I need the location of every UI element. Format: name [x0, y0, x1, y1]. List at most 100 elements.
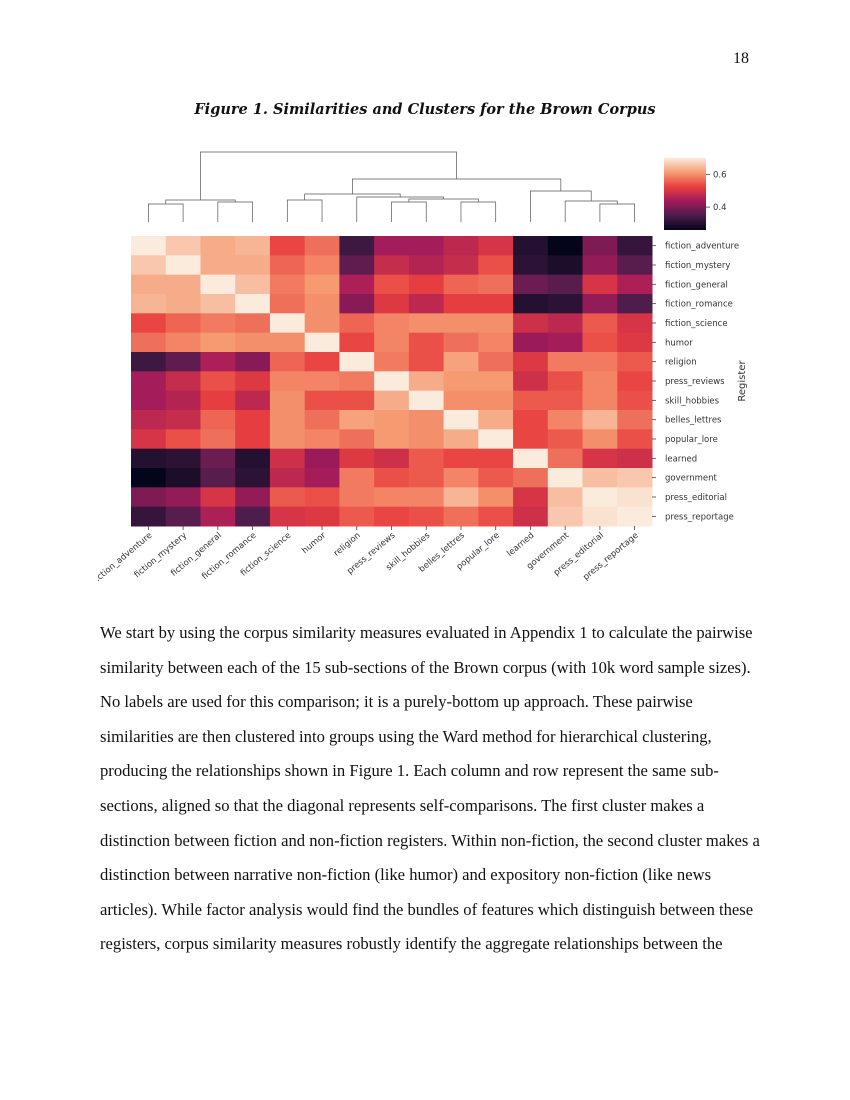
heatmap-cell: [513, 487, 549, 508]
heatmap-cell: [200, 274, 236, 295]
body-text-line: distinction between fiction and non-fict…: [100, 830, 760, 850]
dendrogram: [148, 151, 635, 222]
heatmap-cell: [374, 236, 410, 256]
heatmap-cell: [513, 332, 549, 353]
heatmap-cell: [374, 429, 410, 450]
heatmap-cell: [408, 332, 445, 353]
heatmap-cell: [235, 468, 271, 488]
heatmap-cell: [200, 352, 236, 372]
heatmap-cell: [513, 352, 549, 372]
heatmap-cell: [339, 448, 375, 469]
row-label: learned: [665, 454, 697, 464]
heatmap-cell: [165, 390, 201, 411]
dendrogram-link: [148, 203, 184, 222]
heatmap-cell: [478, 236, 514, 256]
heatmap-cell: [547, 390, 584, 411]
heatmap-cell: [443, 390, 479, 411]
heatmap-cell: [513, 371, 549, 392]
heatmap-cell: [408, 429, 445, 450]
heatmap-cell: [269, 468, 306, 488]
heatmap-cell: [131, 468, 167, 488]
heatmap-cell: [478, 506, 514, 527]
heatmap-cell: [617, 294, 653, 314]
heatmap-cell: [200, 448, 236, 469]
heatmap-cell: [131, 294, 167, 314]
heatmap-cell: [165, 313, 201, 334]
heatmap-cell: [478, 487, 514, 508]
heatmap-cell: [131, 371, 167, 392]
heatmap-cell: [443, 274, 479, 295]
colorbar-tick-label: 0.4: [713, 203, 727, 213]
row-label: government: [665, 474, 717, 484]
body-text-line: registers, corpus similarity measures ro…: [100, 934, 723, 954]
heatmap-cell: [513, 468, 549, 488]
heatmap-cell: [547, 255, 584, 276]
heatmap-cell: [547, 332, 584, 353]
heatmap-cell: [408, 352, 445, 372]
heatmap-cell: [131, 487, 167, 508]
heatmap-cell: [269, 506, 306, 527]
heatmap-cell: [547, 294, 584, 314]
heatmap-cell: [304, 274, 340, 295]
column-label: fiction_adventure: [91, 531, 154, 586]
heatmap-cell: [235, 390, 271, 411]
heatmap-cell: [617, 468, 653, 488]
heatmap-cell: [547, 410, 584, 430]
heatmap-cell: [165, 448, 201, 469]
heatmap-cell: [269, 236, 306, 256]
heatmap-cell: [200, 429, 236, 450]
heatmap-cell: [513, 448, 549, 469]
heatmap-cell: [478, 332, 514, 353]
heatmap-cell: [165, 468, 201, 488]
heatmap-cell: [617, 506, 653, 527]
heatmap-cell: [478, 294, 514, 314]
heatmap-cell: [269, 274, 306, 295]
heatmap-cell: [200, 487, 236, 508]
colorbar: 0.6 0.4: [664, 158, 727, 230]
heatmap-cell: [304, 468, 340, 488]
heatmap-cell: [131, 255, 167, 276]
heatmap-cell: [339, 332, 375, 353]
page-number: 18: [733, 50, 749, 67]
row-label: religion: [665, 358, 697, 368]
heatmap-cell: [582, 506, 618, 527]
heatmap-cell: [478, 429, 514, 450]
heatmap-cell: [374, 390, 410, 411]
heatmap-cell: [339, 390, 375, 411]
heatmap-cell: [339, 313, 375, 334]
heatmap-cell: [374, 487, 410, 508]
heatmap-cell: [374, 371, 410, 392]
heatmap-cell: [547, 448, 584, 469]
heatmap-cell: [443, 487, 479, 508]
row-label: fiction_romance: [665, 300, 733, 310]
heatmap-cell: [478, 390, 514, 411]
column-label: humor: [300, 530, 328, 556]
heatmap-cell: [478, 255, 514, 276]
heatmap-cell: [235, 274, 271, 295]
heatmap-cell: [408, 255, 445, 276]
heatmap-cell: [582, 429, 618, 450]
heatmap-cell: [408, 313, 445, 334]
body-text-line: distinction between narrative non-fictio…: [100, 865, 712, 885]
heatmap-cell: [339, 255, 375, 276]
heatmap-cell: [235, 255, 271, 276]
heatmap-cell: [235, 352, 271, 372]
heatmap-cell: [304, 390, 340, 411]
heatmap-cell: [374, 410, 410, 430]
colorbar-tick-label: 0.6: [713, 170, 727, 180]
heatmap-cell: [131, 236, 167, 256]
heatmap-cell: [582, 410, 618, 430]
heatmap-cell: [235, 294, 271, 314]
heatmap-cell: [582, 390, 618, 411]
dendrogram-link: [599, 203, 635, 222]
heatmap-cell: [269, 390, 306, 411]
clustered-heatmap-figure: fiction_adventure fiction_mystery fiction_…: [91, 151, 748, 586]
dendrogram-link: [391, 201, 427, 222]
column-label: learned: [505, 531, 536, 559]
heatmap-cell: [374, 506, 410, 527]
row-label: press_reviews: [665, 377, 725, 387]
column-labels: fiction_adventurefiction_mysteryfiction_…: [91, 526, 641, 586]
heatmap-cell: [617, 352, 653, 372]
heatmap-cell: [269, 448, 306, 469]
